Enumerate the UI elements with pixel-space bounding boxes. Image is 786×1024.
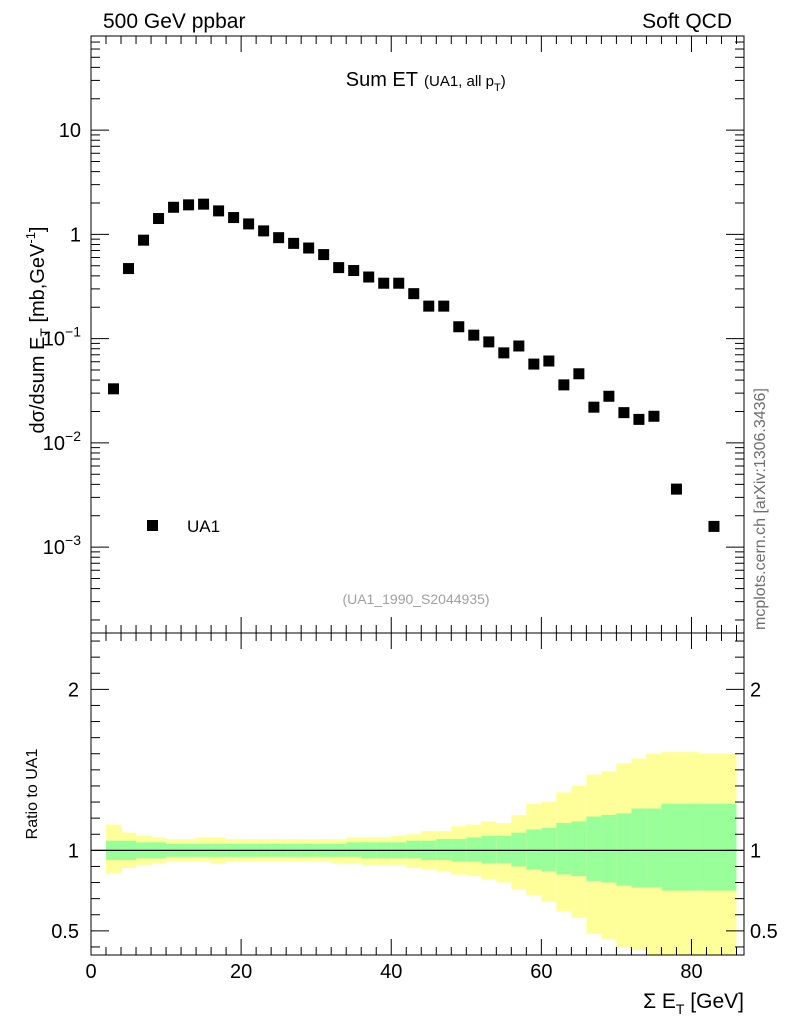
data-point: [528, 358, 540, 370]
data-point: [363, 271, 375, 283]
data-point: [708, 520, 720, 532]
ratio-inner-band: [586, 816, 602, 881]
ratio-inner-band: [496, 835, 512, 864]
ratio-y-tick-label-left: 1: [68, 840, 79, 862]
ratio-inner-band: [571, 821, 587, 877]
data-point: [408, 288, 420, 300]
ratio-inner-band: [436, 839, 452, 861]
data-point: [228, 212, 240, 224]
main-y-tick-label: 10−2: [43, 428, 81, 455]
data-point: [483, 336, 495, 348]
ratio-inner-band: [481, 835, 497, 864]
data-point: [573, 368, 585, 380]
main-y-tick-label: 10: [59, 120, 81, 142]
x-axis-label: Σ ET [GeV]: [643, 990, 744, 1017]
watermark-text: mcplots.cern.ch [arXiv:1306.3436]: [752, 388, 769, 630]
data-point: [468, 329, 480, 341]
main-y-axis-label: dσ/dsum ET [mb,GeV-1]: [23, 227, 53, 434]
ratio-inner-band: [601, 814, 617, 883]
data-point: [318, 249, 330, 261]
data-point: [453, 321, 465, 333]
data-point: [558, 379, 570, 391]
data-point: [438, 300, 450, 312]
ratio-inner-band: [616, 813, 632, 886]
ratio-axis-ticks: [90, 633, 744, 955]
ratio-y-tick-label-left: 0.5: [51, 921, 79, 943]
ratio-inner-band: [406, 840, 422, 859]
main-y-tick-label: 10−3: [43, 532, 81, 559]
data-point: [423, 300, 435, 312]
legend-label-ua1: UA1: [187, 517, 220, 536]
data-point: [213, 205, 225, 217]
main-y-tick-label: 1: [70, 224, 81, 246]
ratio-inner-band: [631, 808, 647, 888]
x-tick-label: 80: [680, 961, 702, 983]
ratio-inner-band: [541, 827, 557, 872]
data-point: [183, 199, 195, 211]
x-tick-label: 60: [530, 961, 552, 983]
ratio-y-tick-label-right: 1: [750, 840, 761, 862]
data-point: [348, 265, 360, 277]
ratio-inner-band: [511, 832, 527, 867]
ratio-inner-band: [698, 803, 737, 891]
legend-marker: [147, 520, 158, 531]
data-point: [243, 218, 255, 230]
data-point: [498, 347, 510, 359]
plot-subtitle: (UA1, all pT): [424, 73, 506, 94]
data-point: [138, 234, 150, 246]
ratio-inner-band: [646, 808, 662, 888]
data-point: [258, 225, 270, 237]
ratio-y-tick-label-left: 2: [68, 679, 79, 701]
main-y-tick-labels: 10 1 10−1 10−2 10−3: [43, 120, 81, 559]
data-point: [198, 198, 210, 210]
main-axis-ticks: [90, 35, 744, 633]
main-y-tick-label: 10−1: [43, 324, 81, 351]
data-point: [153, 213, 165, 225]
ratio-uncertainty-bands: [106, 752, 737, 955]
data-point: [108, 383, 120, 395]
main-plot-frame: [90, 35, 745, 634]
data-point: [603, 390, 615, 402]
x-tick-label: 40: [380, 961, 402, 983]
analysis-id-label: (UA1_1990_S2044935): [342, 591, 489, 607]
ratio-tick-labels: 0.5 0.51 12 20 20 40 60 80: [51, 679, 778, 983]
data-point: [648, 410, 660, 422]
header-energy-label: 500 GeV ppbar: [103, 10, 245, 33]
data-point: [168, 201, 180, 213]
ratio-inner-band: [346, 842, 362, 857]
data-point: [378, 277, 390, 289]
data-point: [393, 277, 405, 289]
ratio-inner-band: [466, 837, 482, 862]
ratio-y-axis-label: Ratio to UA1: [24, 749, 41, 840]
ratio-inner-band: [661, 803, 699, 891]
data-point: [303, 242, 315, 254]
x-tick-label: 0: [85, 961, 96, 983]
data-point: [588, 401, 600, 413]
ratio-y-tick-label-right: 2: [750, 679, 761, 701]
x-tick-label: 20: [230, 961, 252, 983]
main-data-points: [108, 198, 720, 532]
data-point: [288, 237, 300, 249]
data-point: [273, 232, 285, 244]
data-point: [333, 262, 345, 274]
plot-title: Sum ET: [346, 69, 418, 91]
data-point: [123, 263, 135, 275]
data-point: [618, 407, 630, 419]
data-point: [670, 483, 682, 495]
data-point: [633, 413, 645, 425]
header-category-label: Soft QCD: [642, 10, 732, 33]
ratio-inner-band: [526, 829, 542, 870]
ratio-y-tick-label-right: 0.5: [750, 921, 778, 943]
ratio-plot-frame: [90, 632, 745, 956]
data-point: [513, 340, 525, 352]
data-point: [543, 355, 555, 367]
ratio-inner-band: [556, 822, 572, 875]
